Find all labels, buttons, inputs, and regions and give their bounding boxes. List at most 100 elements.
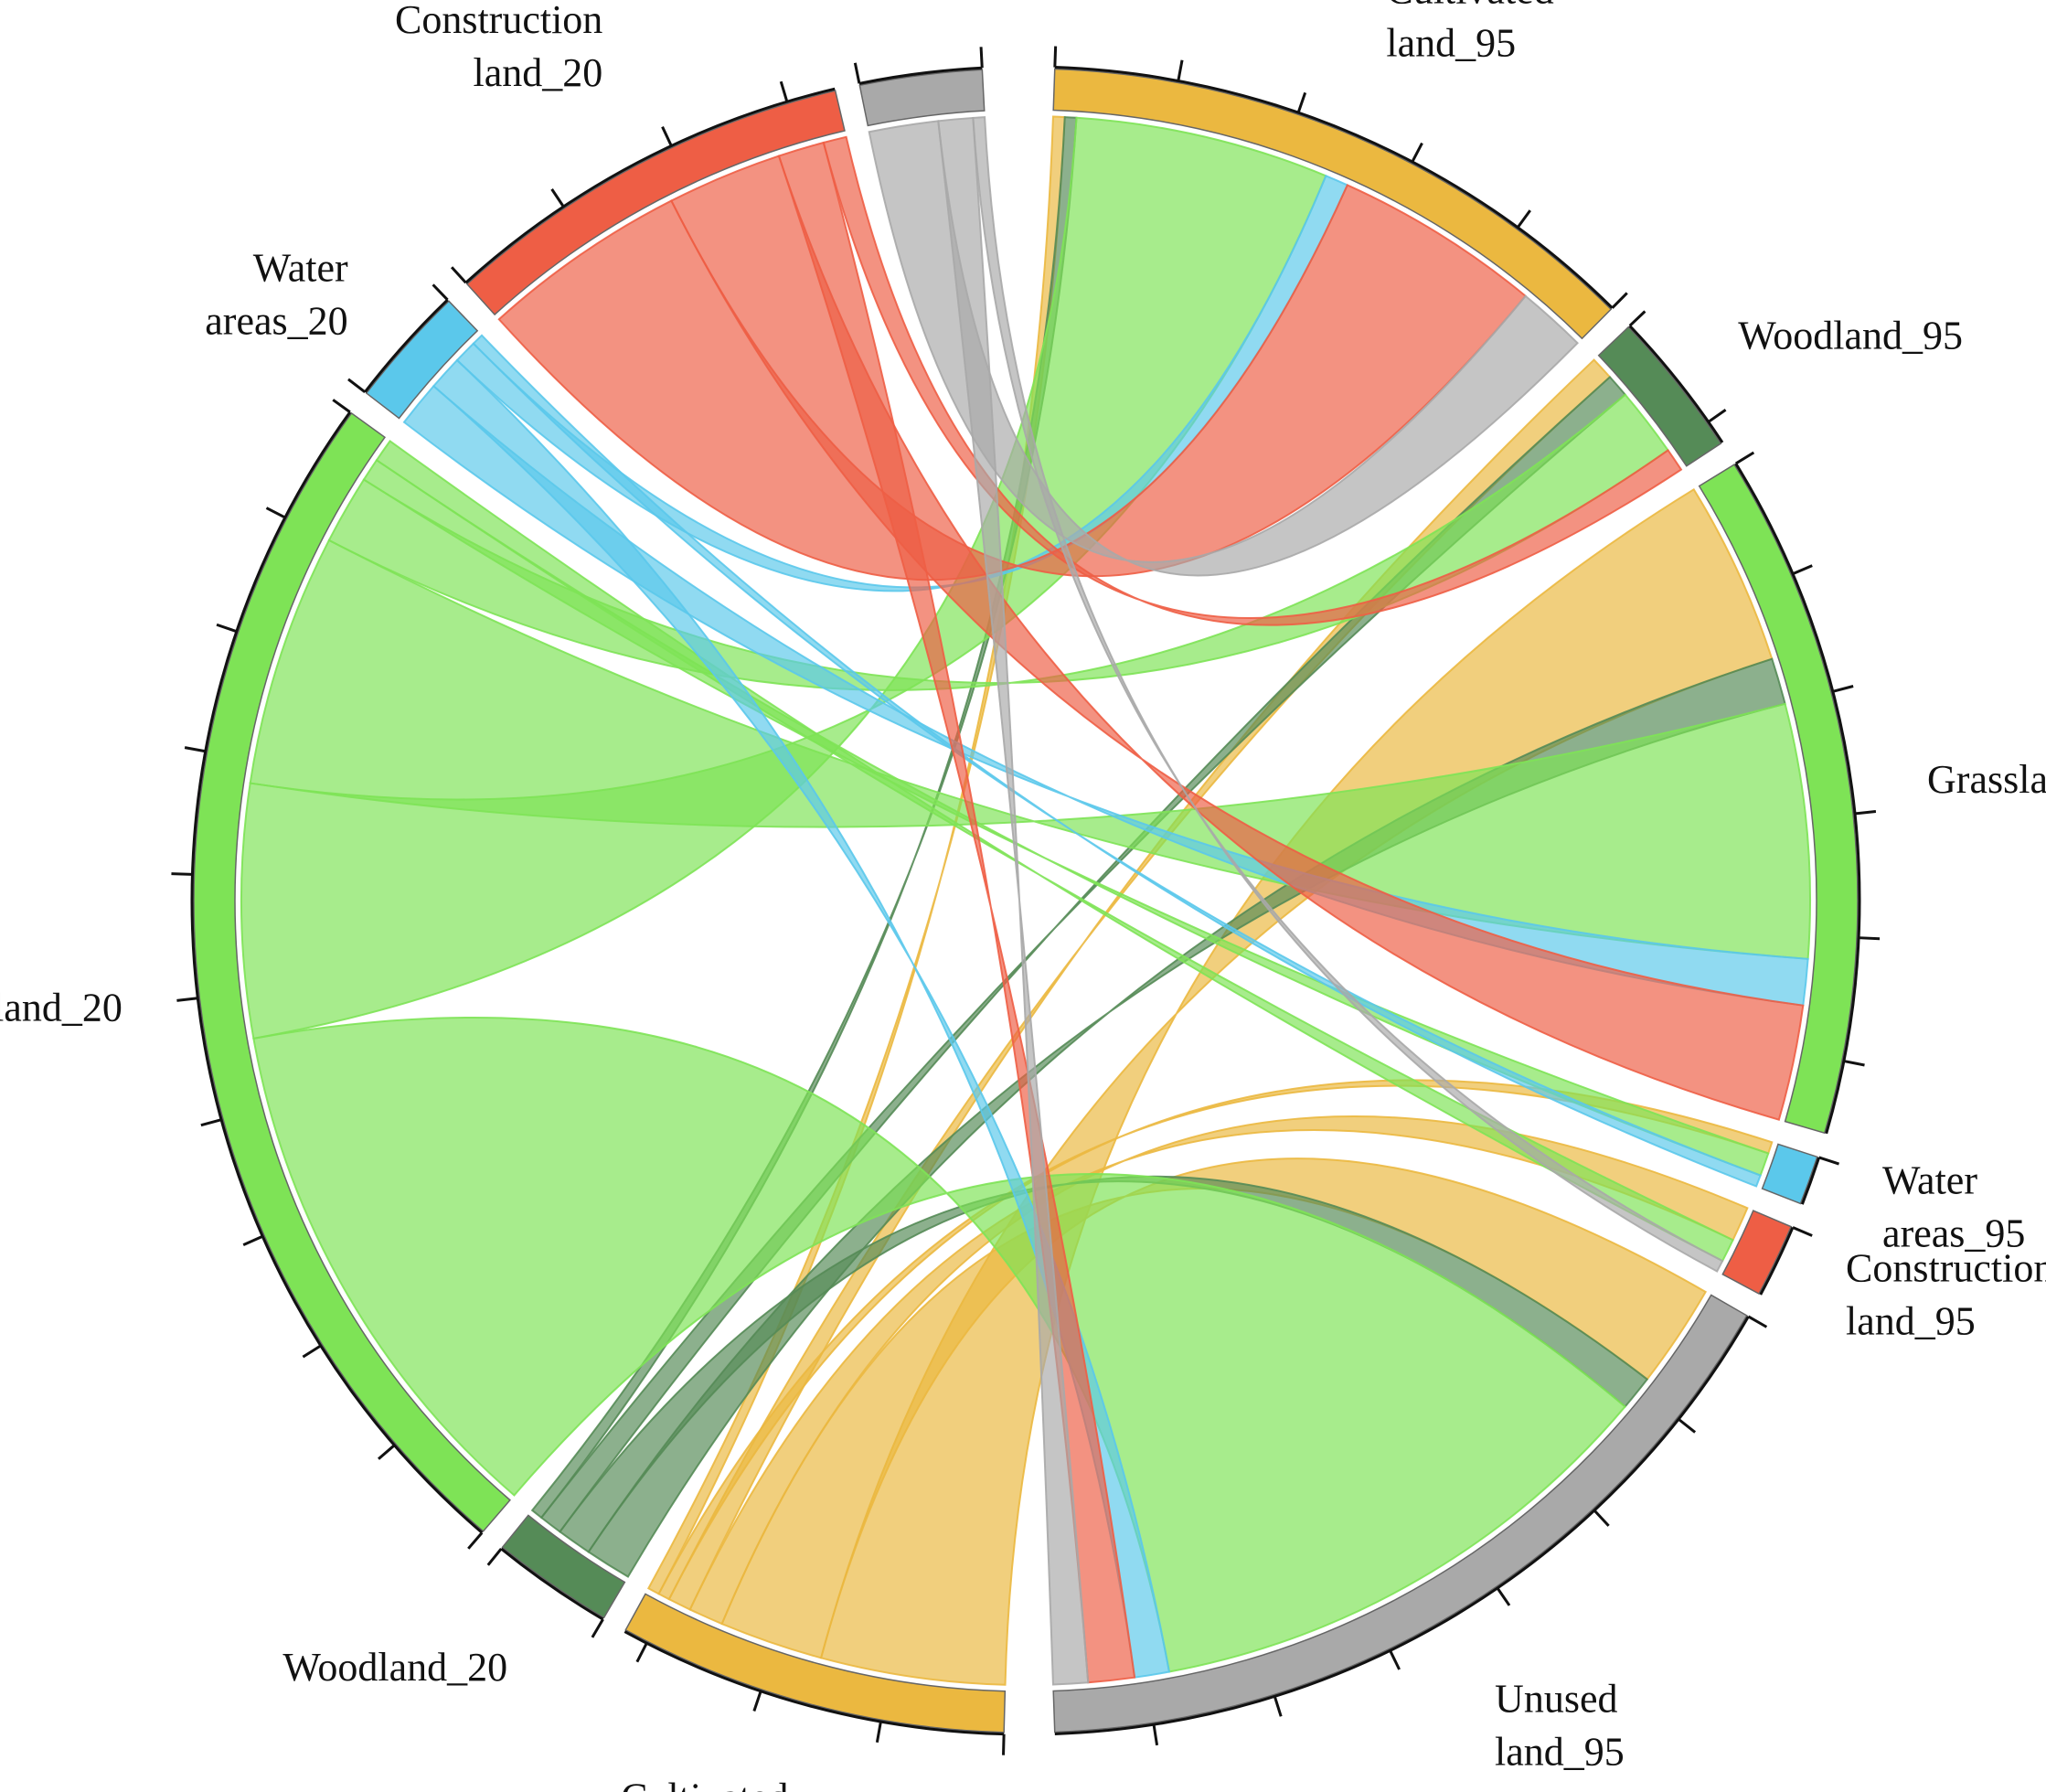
tick-cultivated-land-20-0 — [1002, 1733, 1006, 1755]
axis-arc-grassland-20 — [190, 411, 484, 1534]
label-line: areas_20 — [205, 298, 347, 343]
label-line: land_95 — [1386, 21, 1516, 66]
label-line: land_95 — [1846, 1299, 1976, 1344]
segment-water-areas-95 — [1761, 1143, 1818, 1205]
label-line: Construction — [395, 0, 602, 42]
label-woodland-20: Woodland_20 — [282, 1645, 507, 1690]
tick-grassland-20-50 — [332, 399, 351, 413]
tick-cultivated-land-20-10 — [752, 1691, 762, 1712]
tick-grassland-95-15 — [1854, 810, 1877, 816]
label-line: Cultivated — [621, 1776, 788, 1792]
axis-arc-unused-land-95 — [1054, 1316, 1750, 1735]
segment-unused-land-95 — [1052, 1294, 1748, 1733]
label-water-areas-20: Water areas_20 — [205, 245, 348, 343]
tick-construction-land-20-15 — [779, 80, 789, 102]
axis-arc-cultivated-land-20 — [623, 1630, 1005, 1736]
tick-cultivated-land-95-5 — [1177, 59, 1184, 81]
tick-grassland-20-25 — [176, 997, 198, 1002]
tick-unused-land-20-5 — [979, 47, 984, 69]
tick-cultivated-land-95-15 — [1411, 142, 1423, 163]
tick-cultivated-land-95-20 — [1516, 209, 1531, 229]
tick-unused-land-95-30 — [1152, 1723, 1159, 1746]
tick-grassland-20-35 — [184, 746, 207, 753]
tick-grassland-20-0 — [467, 1531, 484, 1550]
tick-woodland-95-0 — [1628, 310, 1646, 327]
label-cultivated-land-95: Cultivated land_95 — [1386, 0, 1553, 66]
ribbons-layer — [240, 115, 1811, 1686]
tick-cultivated-land-20-15 — [635, 1642, 648, 1663]
tick-unused-land-95-5 — [1678, 1418, 1697, 1434]
tick-cultivated-land-95-0 — [1053, 46, 1058, 68]
tick-water-areas-20-5 — [432, 283, 449, 301]
label-line: Water — [1882, 1158, 1977, 1203]
axis-arc-cultivated-land-95 — [1054, 66, 1614, 309]
tick-woodland-20-0 — [591, 1618, 604, 1638]
tick-woodland-20-5 — [486, 1547, 503, 1566]
label-line: Water — [253, 245, 348, 290]
ribbon-unused-land-20-to-construction-land-95 — [972, 116, 1724, 1273]
tick-unused-land-95-25 — [1273, 1695, 1283, 1717]
tick-unused-land-95-20 — [1389, 1649, 1401, 1670]
tick-grassland-95-0 — [1734, 451, 1755, 465]
tick-cultivated-land-95-25 — [1611, 292, 1628, 309]
tick-unused-land-95-15 — [1496, 1587, 1511, 1606]
tick-unused-land-95-10 — [1593, 1509, 1610, 1527]
segment-woodland-95 — [1597, 325, 1722, 467]
tick-construction-land-20-5 — [550, 188, 565, 208]
tick-grassland-20-30 — [171, 872, 193, 876]
ribbon-unused-land-20-to-cultivated-land-95 — [868, 120, 1579, 577]
tick-grassland-95-5 — [1792, 564, 1813, 576]
segments-layer — [193, 68, 1859, 1733]
tick-grassland-20-40 — [216, 623, 238, 634]
tick-construction-land-95-0 — [1792, 1226, 1813, 1237]
label-cultivated-land-20: Cultivatedland_20 — [621, 1776, 788, 1792]
label-line: Grassland_95 — [1927, 757, 2046, 802]
tick-grassland-20-15 — [242, 1234, 263, 1246]
segment-construction-land-95 — [1721, 1210, 1793, 1296]
segment-grassland-20 — [193, 411, 511, 1532]
label-line: Woodland_20 — [282, 1645, 507, 1690]
tick-grassland-95-25 — [1843, 1060, 1865, 1067]
label-line: land_95 — [1495, 1730, 1625, 1775]
label-line: Construction — [1846, 1246, 2046, 1291]
label-woodland-95: Woodland_95 — [1738, 313, 1963, 357]
axis-arc-construction-land-95 — [1759, 1226, 1795, 1296]
label-line: land_20 — [474, 50, 603, 95]
label-unused-land-95: Unused land_95 — [1495, 1677, 1625, 1775]
label-line: Grassland_20 — [0, 985, 123, 1029]
ribbon-unused-land-20-to-unused-land-95 — [937, 116, 1090, 1686]
label-construction-land-20: Construction land_20 — [395, 0, 602, 95]
axis-arc-water-areas-20 — [364, 298, 449, 393]
axis-arc-unused-land-20 — [858, 66, 983, 85]
ribbon-water-areas-20-to-water-areas-95 — [472, 334, 1762, 1188]
label-construction-land-95: Construction land_95 — [1846, 1246, 2046, 1344]
label-line: Unused — [1495, 1677, 1617, 1722]
label-line: Woodland_95 — [1738, 313, 1963, 357]
tick-grassland-20-5 — [378, 1444, 396, 1460]
axis-arc-woodland-95 — [1628, 325, 1724, 443]
tick-grassland-95-10 — [1832, 685, 1854, 693]
segment-grassland-95 — [1698, 464, 1859, 1135]
segment-cultivated-land-20 — [624, 1593, 1007, 1733]
ribbon-construction-land-20-to-woodland-95 — [822, 135, 1683, 626]
tick-construction-land-20-0 — [450, 266, 467, 284]
label-line: Cultivated — [1386, 0, 1553, 13]
tick-construction-land-20-10 — [661, 126, 673, 147]
tick-unused-land-20-0 — [853, 62, 861, 84]
tick-cultivated-land-20-5 — [875, 1721, 882, 1744]
tick-grassland-20-10 — [302, 1344, 322, 1359]
axis-arc-grassland-95 — [1734, 463, 1861, 1135]
segment-cultivated-land-95 — [1052, 68, 1613, 340]
axis-arc-woodland-20 — [500, 1547, 604, 1621]
tick-unused-land-95-0 — [1747, 1315, 1768, 1328]
tick-water-areas-95-0 — [1818, 1156, 1839, 1166]
axis-arc-water-areas-95 — [1800, 1157, 1821, 1205]
segment-construction-land-20 — [465, 90, 846, 316]
label-grassland-95: Grassland_95 — [1927, 757, 2046, 802]
tick-grassland-95-20 — [1859, 936, 1881, 941]
label-water-areas-95: Water areas_95 — [1882, 1158, 2025, 1256]
axis-arc-construction-land-20 — [464, 87, 836, 284]
